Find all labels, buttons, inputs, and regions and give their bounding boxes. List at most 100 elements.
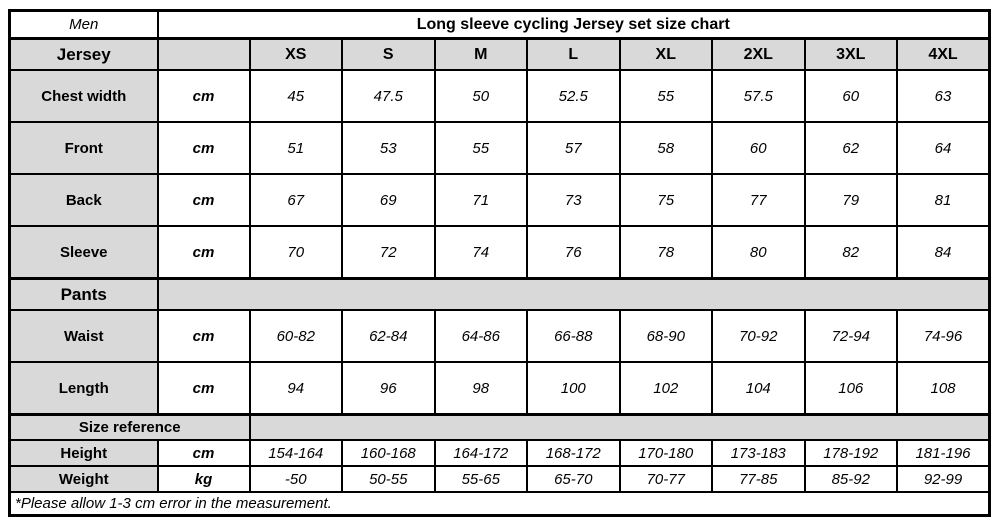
value-cell: 55 xyxy=(618,69,713,123)
unit-cell: kg xyxy=(156,465,251,493)
value-cell: 85-92 xyxy=(803,465,898,493)
value-cell: 70-77 xyxy=(618,465,713,493)
value-cell: 62-84 xyxy=(341,309,436,363)
unit-cell: cm xyxy=(156,121,251,175)
row-label-chest-width: Chest width xyxy=(8,69,159,123)
unit-cell: cm xyxy=(156,309,251,363)
jersey-size-header-row: Jersey XS S M L XL 2XL 3XL 4XL xyxy=(8,37,991,71)
value-cell: 47.5 xyxy=(341,69,436,123)
row-label-back: Back xyxy=(8,173,159,227)
value-cell: 75 xyxy=(618,173,713,227)
value-cell: 62 xyxy=(803,121,898,175)
value-cell: 55 xyxy=(433,121,528,175)
value-cell: 154-164 xyxy=(248,439,343,467)
value-cell: 164-172 xyxy=(433,439,528,467)
value-cell: 53 xyxy=(341,121,436,175)
value-cell: 173-183 xyxy=(711,439,806,467)
value-cell: -50 xyxy=(248,465,343,493)
unit-cell: cm xyxy=(156,225,251,280)
value-cell: 57.5 xyxy=(711,69,806,123)
row-label-waist: Waist xyxy=(8,309,159,363)
value-cell: 55-65 xyxy=(433,465,528,493)
value-cell: 106 xyxy=(803,361,898,416)
value-cell: 74 xyxy=(433,225,528,280)
value-cell: 170-180 xyxy=(618,439,713,467)
footnote: *Please allow 1-3 cm error in the measur… xyxy=(8,491,991,517)
value-cell: 84 xyxy=(896,225,991,280)
value-cell: 65-70 xyxy=(526,465,621,493)
value-cell: 50-55 xyxy=(341,465,436,493)
value-cell: 70-92 xyxy=(711,309,806,363)
table-row-length: Length cm 94 96 98 100 102 104 106 108 xyxy=(8,361,991,416)
row-label-sleeve: Sleeve xyxy=(8,225,159,280)
size-header-4xl: 4XL xyxy=(896,37,991,71)
value-cell: 50 xyxy=(433,69,528,123)
size-header-xs: XS xyxy=(248,37,343,71)
row-label-height: Height xyxy=(8,439,159,467)
size-header-s: S xyxy=(341,37,436,71)
value-cell: 181-196 xyxy=(896,439,991,467)
table-row-height: Height cm 154-164 160-168 164-172 168-17… xyxy=(8,439,991,467)
value-cell: 52.5 xyxy=(526,69,621,123)
value-cell: 57 xyxy=(526,121,621,175)
unit-cell: cm xyxy=(156,173,251,227)
value-cell: 73 xyxy=(526,173,621,227)
unit-cell: cm xyxy=(156,361,251,416)
pants-section-row: Pants xyxy=(8,277,991,311)
value-cell: 68-90 xyxy=(618,309,713,363)
value-cell: 63 xyxy=(896,69,991,123)
size-header-m: M xyxy=(433,37,528,71)
row-label-front: Front xyxy=(8,121,159,175)
unit-cell: cm xyxy=(156,69,251,123)
value-cell: 92-99 xyxy=(896,465,991,493)
value-cell: 82 xyxy=(803,225,898,280)
row-label-weight: Weight xyxy=(8,465,159,493)
table-row-back: Back cm 67 69 71 73 75 77 79 81 xyxy=(8,173,991,227)
unit-cell: cm xyxy=(156,439,251,467)
size-header-l: L xyxy=(526,37,621,71)
value-cell: 70 xyxy=(248,225,343,280)
section-pants-label: Pants xyxy=(8,277,159,311)
size-header-3xl: 3XL xyxy=(803,37,898,71)
table-row-front: Front cm 51 53 55 57 58 60 62 64 xyxy=(8,121,991,175)
value-cell: 60 xyxy=(711,121,806,175)
value-cell: 69 xyxy=(341,173,436,227)
unit-header-cell xyxy=(156,37,251,71)
value-cell: 160-168 xyxy=(341,439,436,467)
value-cell: 66-88 xyxy=(526,309,621,363)
value-cell: 80 xyxy=(711,225,806,280)
value-cell: 45 xyxy=(248,69,343,123)
value-cell: 96 xyxy=(341,361,436,416)
gender-label: Men xyxy=(8,9,159,40)
value-cell: 77-85 xyxy=(711,465,806,493)
size-reference-section-row: Size reference xyxy=(8,413,991,441)
value-cell: 98 xyxy=(433,361,528,416)
table-row-weight: Weight kg -50 50-55 55-65 65-70 70-77 77… xyxy=(8,465,991,493)
size-chart-table: Men Long sleeve cycling Jersey set size … xyxy=(8,9,991,517)
footnote-row: *Please allow 1-3 cm error in the measur… xyxy=(8,491,991,517)
row-label-length: Length xyxy=(8,361,159,416)
size-header-xl: XL xyxy=(618,37,713,71)
table-row-chest-width: Chest width cm 45 47.5 50 52.5 55 57.5 6… xyxy=(8,69,991,123)
value-cell: 100 xyxy=(526,361,621,416)
value-cell: 74-96 xyxy=(896,309,991,363)
value-cell: 108 xyxy=(896,361,991,416)
value-cell: 64-86 xyxy=(433,309,528,363)
value-cell: 104 xyxy=(711,361,806,416)
value-cell: 81 xyxy=(896,173,991,227)
value-cell: 60-82 xyxy=(248,309,343,363)
value-cell: 102 xyxy=(618,361,713,416)
value-cell: 76 xyxy=(526,225,621,280)
value-cell: 71 xyxy=(433,173,528,227)
table-row-waist: Waist cm 60-82 62-84 64-86 66-88 68-90 7… xyxy=(8,309,991,363)
value-cell: 51 xyxy=(248,121,343,175)
value-cell: 67 xyxy=(248,173,343,227)
size-header-2xl: 2XL xyxy=(711,37,806,71)
size-reference-filler xyxy=(248,413,991,441)
value-cell: 58 xyxy=(618,121,713,175)
pants-section-filler xyxy=(156,277,991,311)
value-cell: 78 xyxy=(618,225,713,280)
value-cell: 178-192 xyxy=(803,439,898,467)
value-cell: 72 xyxy=(341,225,436,280)
value-cell: 77 xyxy=(711,173,806,227)
